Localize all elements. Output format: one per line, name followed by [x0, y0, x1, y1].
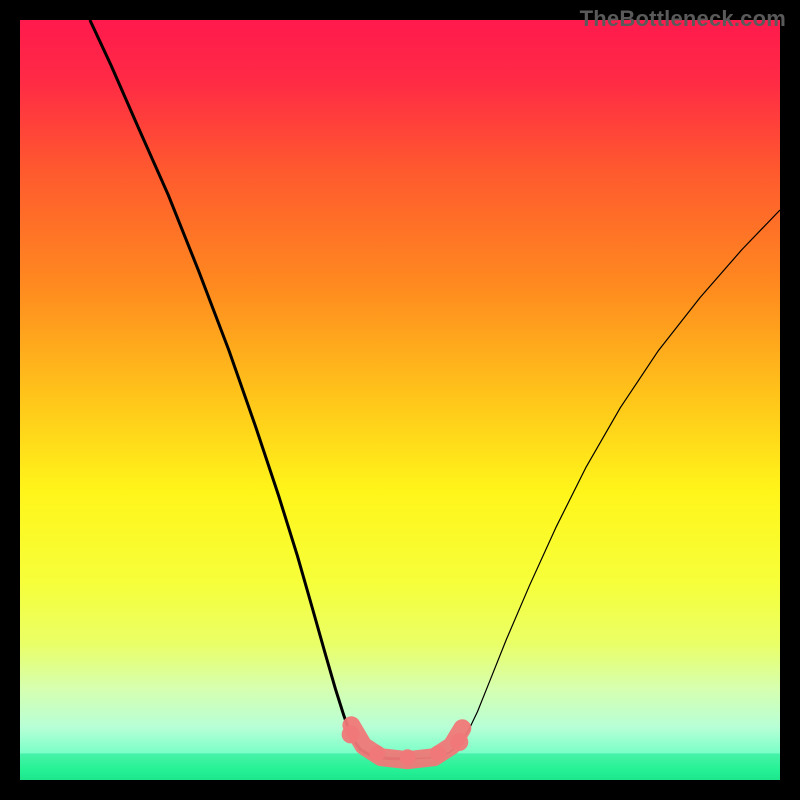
- valley-pill-1: [369, 745, 385, 761]
- gradient-background: [20, 20, 780, 780]
- valley-pill-2: [400, 749, 416, 765]
- valley-pill-4: [450, 733, 468, 751]
- bottleneck-chart: [0, 0, 800, 800]
- watermark-text: TheBottleneck.com: [580, 6, 786, 32]
- valley-pill-0: [342, 725, 360, 743]
- valley-pill-3: [430, 745, 446, 761]
- image-frame: TheBottleneck.com: [0, 0, 800, 800]
